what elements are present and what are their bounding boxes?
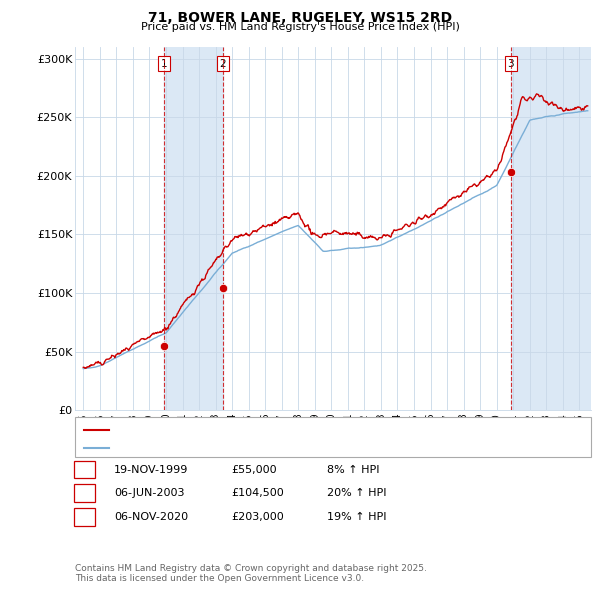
Text: 06-NOV-2020: 06-NOV-2020 [114, 512, 188, 522]
Text: 19-NOV-1999: 19-NOV-1999 [114, 465, 188, 474]
Text: £203,000: £203,000 [231, 512, 284, 522]
Text: £104,500: £104,500 [231, 489, 284, 498]
Text: 71, BOWER LANE, RUGELEY, WS15 2RD (semi-detached house): 71, BOWER LANE, RUGELEY, WS15 2RD (semi-… [115, 425, 445, 435]
Text: 3: 3 [508, 58, 514, 68]
Bar [164, 47, 223, 410]
Text: £55,000: £55,000 [231, 465, 277, 474]
Text: Contains HM Land Registry data © Crown copyright and database right 2025.
This d: Contains HM Land Registry data © Crown c… [75, 563, 427, 583]
Text: 1: 1 [81, 465, 88, 474]
Text: HPI: Average price, semi-detached house, Cannock Chase: HPI: Average price, semi-detached house,… [115, 444, 418, 453]
Text: 06-JUN-2003: 06-JUN-2003 [114, 489, 185, 498]
Text: 1: 1 [161, 58, 167, 68]
Text: 71, BOWER LANE, RUGELEY, WS15 2RD: 71, BOWER LANE, RUGELEY, WS15 2RD [148, 11, 452, 25]
Text: 2: 2 [81, 489, 88, 498]
Text: 3: 3 [81, 512, 88, 522]
Text: 8% ↑ HPI: 8% ↑ HPI [327, 465, 379, 474]
Text: Price paid vs. HM Land Registry's House Price Index (HPI): Price paid vs. HM Land Registry's House … [140, 22, 460, 32]
Text: 20% ↑ HPI: 20% ↑ HPI [327, 489, 386, 498]
Text: 19% ↑ HPI: 19% ↑ HPI [327, 512, 386, 522]
Bar [511, 47, 591, 410]
Text: 2: 2 [220, 58, 226, 68]
